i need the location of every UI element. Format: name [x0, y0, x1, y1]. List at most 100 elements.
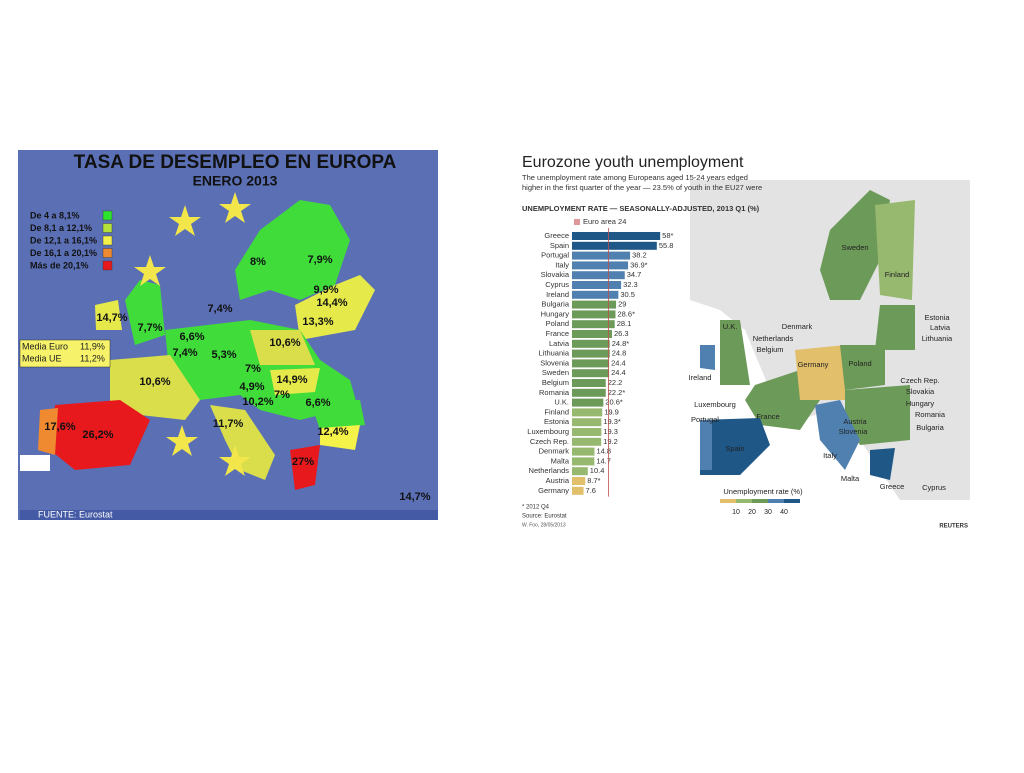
- map-country: Italy: [823, 451, 837, 460]
- country-rate: 27%: [292, 456, 314, 468]
- value-label: 36.9*: [630, 260, 648, 269]
- value-label: 24.8*: [612, 339, 630, 348]
- category-label: Latvia: [549, 339, 570, 348]
- legend-swatch: [102, 223, 113, 233]
- map-legend-tick: 30: [764, 509, 772, 516]
- map-country: France: [756, 412, 779, 421]
- map-country: Germany: [798, 360, 829, 369]
- category-label: Sweden: [542, 368, 569, 377]
- reference-label: Euro area 24: [583, 217, 626, 226]
- map-country: Romania: [915, 410, 946, 419]
- value-label: 24.4: [611, 368, 626, 377]
- bar: [572, 486, 584, 495]
- category-label: Spain: [550, 241, 569, 250]
- bar: [572, 388, 606, 397]
- value-label: 26.3: [614, 329, 629, 338]
- country-rate: 17,6%: [44, 421, 75, 433]
- average-label: Media Euro: [22, 341, 68, 351]
- legend-label: De 4 a 8,1%: [30, 210, 80, 220]
- value-label: 29: [618, 300, 626, 309]
- average-value: 11,2%: [80, 353, 105, 363]
- category-label: Greece: [544, 231, 569, 240]
- country-rate: 4,9%: [239, 381, 264, 393]
- note: Source: Eurostat: [522, 514, 567, 520]
- category-label: Hungary: [541, 309, 570, 318]
- value-label: 30.5: [620, 290, 635, 299]
- bar: [572, 281, 622, 289]
- category-label: Malta: [551, 456, 570, 465]
- bar: [572, 437, 602, 446]
- category-label: Estonia: [544, 417, 570, 426]
- map-legend-swatch: [736, 499, 752, 503]
- country-rate: 26,2%: [82, 429, 113, 441]
- average-value: 11,9%: [80, 341, 105, 351]
- country-rate: 7,4%: [172, 347, 197, 359]
- country-rate: 11,7%: [213, 418, 244, 430]
- country-rate: 7%: [245, 363, 261, 375]
- value-label: 7.6: [586, 486, 596, 495]
- category-label: Italy: [555, 260, 569, 269]
- country-rate: 7,4%: [207, 303, 232, 315]
- country-rate: 8%: [250, 256, 266, 268]
- map-country: Lithuania: [922, 334, 953, 343]
- bar: [572, 457, 595, 466]
- map-legend-swatch: [720, 499, 736, 503]
- category-label: Finland: [544, 407, 569, 416]
- bar: [572, 251, 631, 260]
- map-country: Sweden: [841, 243, 868, 252]
- map-country: Spain: [725, 444, 744, 453]
- map-country: Greece: [880, 482, 905, 491]
- bar: [572, 232, 661, 240]
- legend-swatch: [102, 210, 113, 221]
- country-rate: 10,6%: [139, 376, 170, 388]
- country-rate: 14,4%: [316, 297, 347, 309]
- bar: [572, 359, 610, 368]
- value-label: 19.3*: [603, 417, 621, 426]
- map-country: Latvia: [930, 323, 951, 332]
- category-label: Ireland: [546, 290, 569, 299]
- map-legend-swatch: [752, 499, 768, 503]
- legend-label: Más de 20,1%: [30, 260, 89, 270]
- category-label: Poland: [546, 319, 569, 328]
- brand: REUTERS: [939, 524, 968, 530]
- value-label: 22.2*: [608, 388, 626, 397]
- axis-label: UNEMPLOYMENT RATE — SEASONALLY-ADJUSTED,…: [522, 204, 760, 213]
- category-label: Cyprus: [545, 280, 569, 289]
- bar: [572, 369, 610, 378]
- map-country: Poland: [848, 359, 871, 368]
- category-label: Lithuania: [539, 349, 570, 358]
- country-rate: 12,4%: [317, 426, 348, 438]
- bar: [572, 271, 625, 280]
- country-rate: 6,6%: [179, 331, 204, 343]
- country-rate: 9,9%: [313, 284, 338, 296]
- map-country: Hungary: [906, 399, 935, 408]
- chart-subtitle: higher in the first quarter of the year …: [522, 183, 762, 192]
- category-label: Portugal: [541, 251, 569, 260]
- chart-title: Eurozone youth unemployment: [522, 154, 744, 171]
- category-label: Bulgaria: [541, 300, 569, 309]
- bar: [572, 349, 610, 358]
- country-rate: 10,2%: [242, 396, 273, 408]
- map-legend-swatch: [784, 499, 800, 503]
- bar: [572, 261, 629, 270]
- map-legend-tick: 10: [732, 509, 740, 516]
- country-rate: 13,3%: [302, 316, 333, 328]
- legend-swatch: [102, 248, 113, 258]
- bar: [572, 418, 602, 427]
- value-label: 22.2: [608, 378, 623, 387]
- reference-swatch: [574, 219, 580, 225]
- country-rate: 14,7%: [399, 491, 430, 503]
- category-label: Germany: [538, 486, 569, 495]
- value-label: 28.6*: [617, 309, 635, 318]
- legend-label: De 12,1 a 16,1%: [30, 235, 97, 245]
- value-label: 38.2: [632, 251, 647, 260]
- map-country: Luxembourg: [694, 400, 736, 409]
- left-title: TASA DE DESEMPLEO EN EUROPA: [74, 152, 397, 173]
- bar: [572, 477, 586, 485]
- source: FUENTE: Eurostat: [38, 509, 113, 519]
- legend-swatch: [102, 235, 113, 246]
- country-rate: 14,9%: [276, 374, 307, 386]
- map-country: Finland: [885, 270, 910, 279]
- map-country: Portugal: [691, 415, 719, 424]
